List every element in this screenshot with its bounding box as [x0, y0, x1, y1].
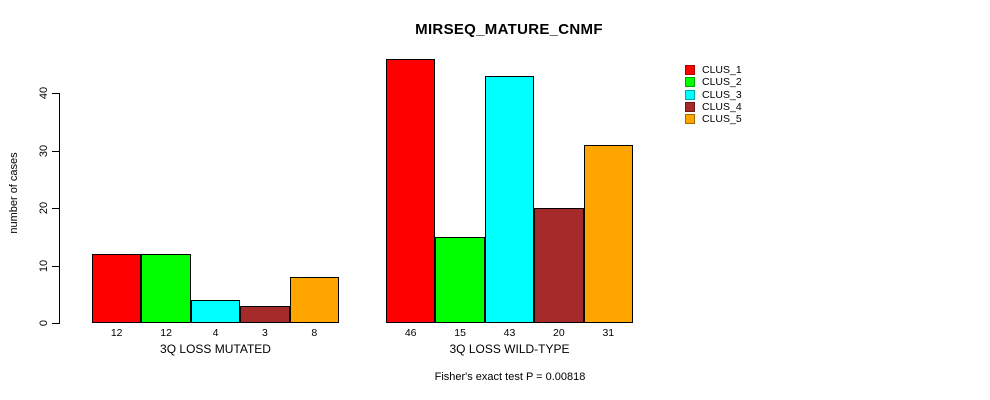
y-tick-label-0: 0 [38, 319, 50, 327]
legend-item-clus_1: CLUS_1 [685, 64, 742, 76]
fisher-test-annotation: Fisher's exact test P = 0.00818 [434, 371, 586, 383]
bar-clus_5-group2 [583, 144, 633, 323]
legend: CLUS_1 CLUS_2 CLUS_3 CLUS_4 CLUS_5 [685, 64, 742, 125]
bar-clus_5-group1 [289, 277, 339, 323]
bar-clus_2-group2 [435, 236, 485, 323]
legend-label: CLUS_5 [702, 113, 742, 126]
bar-clus_4-group1 [240, 305, 290, 323]
x-axis-group-label: 3Q LOSS MUTATED [160, 342, 271, 356]
y-tick-mark-20 [52, 208, 60, 209]
y-tick-label-10: 10 [38, 259, 50, 272]
bar-value-label: 46 [404, 327, 417, 339]
y-axis-label: number of cases [8, 152, 20, 234]
y-tick-label-40: 40 [38, 86, 50, 100]
bar-clus_3-group1 [190, 300, 241, 323]
legend-label: CLUS_1 [702, 64, 742, 77]
y-tick-mark-30 [52, 150, 60, 152]
bar-value-label: 43 [503, 327, 516, 339]
chart-title: MIRSEQ_MATURE_CNMF [415, 21, 603, 38]
bar-clus_2-group1 [141, 254, 191, 323]
legend-swatch-clus_1 [685, 65, 695, 76]
legend-label: CLUS_2 [702, 76, 742, 89]
legend-item-clus_2: CLUS_2 [685, 76, 742, 88]
bar-value-label: 8 [311, 327, 318, 339]
bar-value-label: 31 [602, 327, 615, 339]
bar-clus_1-group1 [92, 254, 142, 323]
y-tick-mark-10 [52, 265, 60, 267]
bar-value-label: 20 [553, 327, 565, 339]
bar-value-label: 4 [212, 327, 219, 339]
bar-value-label: 12 [160, 327, 172, 339]
y-tick-mark-0 [52, 323, 60, 324]
bar-clus_4-group2 [534, 208, 584, 323]
bar-value-label: 12 [110, 327, 123, 339]
bar-clus_1-group2 [386, 58, 436, 323]
y-tick-mark-40 [52, 93, 60, 94]
legend-swatch-clus_3 [685, 89, 695, 100]
legend-item-clus_4: CLUS_4 [685, 101, 742, 113]
x-axis-group-label: 3Q LOSS WILD-TYPE [449, 342, 570, 356]
legend-swatch-clus_5 [685, 114, 695, 125]
legend-swatch-clus_2 [685, 77, 695, 88]
y-tick-label-30: 30 [38, 144, 50, 157]
legend-label: CLUS_3 [702, 88, 742, 101]
bar-value-label: 15 [454, 327, 466, 339]
bar-value-label: 3 [261, 327, 268, 339]
legend-item-clus_3: CLUS_3 [685, 89, 742, 101]
legend-item-clus_5: CLUS_5 [685, 113, 742, 125]
bar-clus_3-group2 [484, 75, 535, 323]
legend-swatch-clus_4 [685, 102, 695, 113]
legend-label: CLUS_4 [702, 101, 742, 114]
y-tick-label-20: 20 [38, 201, 50, 215]
